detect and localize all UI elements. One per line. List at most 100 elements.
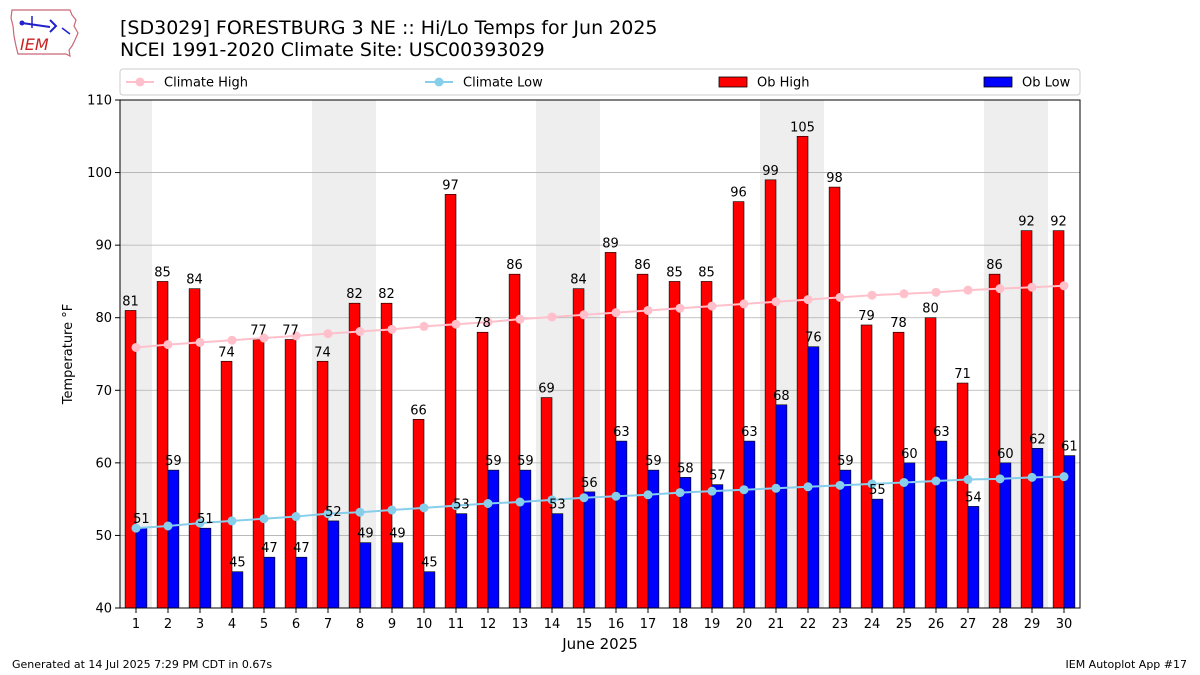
y-tick-label-50: 50 — [95, 529, 112, 544]
point-climate-high-13 — [515, 314, 525, 324]
x-tick-label-11: 11 — [448, 617, 465, 632]
point-climate-high-28 — [995, 284, 1005, 294]
label-ob-low-1: 51 — [133, 512, 150, 527]
label-ob-high-29: 92 — [1018, 215, 1035, 230]
label-ob-high-30: 92 — [1050, 215, 1067, 230]
label-ob-low-21: 68 — [773, 389, 790, 404]
x-tick-label-3: 3 — [196, 617, 204, 632]
point-climate-high-27 — [963, 285, 973, 295]
x-tick-label-26: 26 — [928, 617, 945, 632]
label-ob-high-6: 77 — [282, 323, 299, 338]
point-climate-low-25 — [899, 477, 909, 487]
legend-marker-climate-high — [135, 77, 145, 87]
point-climate-low-23 — [835, 480, 845, 490]
label-ob-low-30: 61 — [1061, 440, 1078, 455]
bar-ob-high-19 — [700, 281, 713, 609]
label-ob-high-23: 98 — [826, 171, 843, 186]
point-climate-low-9 — [387, 505, 397, 515]
logo-text: IEM — [20, 35, 49, 54]
x-tick-label-29: 29 — [1024, 617, 1041, 632]
bars — [124, 135, 1076, 609]
point-climate-high-10 — [419, 321, 429, 331]
bar-ob-high-12 — [476, 331, 489, 609]
y-tick-label-110: 110 — [87, 94, 112, 109]
label-ob-high-24: 79 — [858, 309, 875, 324]
bar-ob-high-8 — [348, 302, 361, 609]
label-ob-low-12: 59 — [485, 454, 502, 469]
x-tick-label-4: 4 — [228, 617, 236, 632]
point-climate-high-17 — [643, 305, 653, 315]
label-ob-low-24: 55 — [869, 483, 886, 498]
point-climate-low-7 — [323, 509, 333, 519]
x-tick-label-7: 7 — [324, 617, 332, 632]
label-ob-low-15: 56 — [581, 476, 598, 491]
label-ob-low-17: 59 — [645, 454, 662, 469]
label-ob-high-2: 85 — [154, 265, 171, 280]
bar-ob-high-25 — [892, 331, 905, 609]
point-climate-high-20 — [739, 299, 749, 309]
bar-ob-high-5 — [252, 339, 265, 609]
label-ob-high-19: 85 — [698, 265, 715, 280]
bar-ob-low-27 — [967, 506, 980, 609]
y-tick-label-80: 80 — [95, 311, 112, 326]
footer-generated: Generated at 14 Jul 2025 7:29 PM CDT in … — [12, 658, 273, 671]
x-tick-label-22: 22 — [800, 617, 817, 632]
point-climate-high-23 — [835, 292, 845, 302]
line-climate-high — [135, 284, 1065, 349]
point-climate-low-1 — [131, 523, 141, 533]
y-tick-label-40: 40 — [95, 602, 112, 617]
label-ob-low-22: 76 — [805, 331, 822, 346]
label-ob-high-14: 69 — [538, 382, 555, 397]
label-ob-high-18: 85 — [666, 265, 683, 280]
legend-label-ob-low: Ob Low — [1022, 76, 1071, 91]
point-climate-low-19 — [707, 486, 717, 496]
x-tick-label-13: 13 — [512, 617, 529, 632]
legend-item-climate-low: Climate Low — [425, 76, 543, 91]
point-climate-low-3 — [195, 518, 205, 528]
data-labels: 81 85 84 74 77 77 74 82 82 66 97 78 86 69 84 89 86 85 85 96… — [122, 120, 1077, 570]
point-climate-low-17 — [643, 490, 653, 500]
bar-ob-low-28 — [999, 462, 1012, 609]
label-ob-low-10: 45 — [421, 556, 438, 571]
label-ob-low-3: 51 — [197, 512, 214, 527]
point-climate-high-8 — [355, 327, 365, 337]
x-tick-label-10: 10 — [416, 617, 433, 632]
bar-ob-low-18 — [679, 477, 692, 609]
legend-frame — [119, 68, 1081, 96]
label-ob-high-10: 66 — [410, 403, 427, 418]
label-ob-high-21: 99 — [762, 164, 779, 179]
label-ob-low-13: 59 — [517, 454, 534, 469]
x-tick-label-19: 19 — [704, 617, 721, 632]
point-climate-high-2 — [163, 340, 173, 350]
label-ob-low-5: 47 — [261, 541, 278, 556]
bar-ob-low-9 — [391, 542, 404, 609]
label-ob-low-16: 63 — [613, 425, 630, 440]
point-climate-low-14 — [547, 495, 557, 505]
label-ob-low-27: 54 — [965, 490, 982, 505]
label-ob-high-9: 82 — [378, 287, 395, 302]
x-tick-label-5: 5 — [260, 617, 268, 632]
label-ob-low-2: 59 — [165, 454, 182, 469]
bar-ob-high-11 — [444, 194, 457, 609]
point-climate-high-21 — [771, 297, 781, 307]
x-tick-label-28: 28 — [992, 617, 1009, 632]
bar-ob-high-13 — [508, 273, 521, 609]
point-climate-low-20 — [739, 485, 749, 495]
title-line-1: [SD3029] FORESTBURG 3 NE :: Hi/Lo Temps … — [120, 17, 658, 39]
bar-ob-low-7 — [327, 520, 340, 609]
bar-ob-high-28 — [988, 273, 1001, 609]
x-tick-label-15: 15 — [576, 617, 593, 632]
label-ob-high-25: 78 — [890, 316, 907, 331]
x-tick-label-16: 16 — [608, 617, 625, 632]
point-climate-high-11 — [451, 319, 461, 329]
footer-app: IEM Autoplot App #17 — [1065, 658, 1188, 671]
legend-label-ob-high: Ob High — [757, 76, 810, 91]
bar-ob-low-24 — [871, 498, 884, 609]
bar-ob-high-20 — [732, 201, 745, 609]
label-ob-high-16: 89 — [602, 236, 619, 251]
point-climate-low-8 — [355, 507, 365, 517]
label-ob-high-28: 86 — [986, 258, 1003, 273]
y-tick-label-60: 60 — [95, 456, 112, 471]
bar-ob-high-7 — [316, 360, 329, 609]
